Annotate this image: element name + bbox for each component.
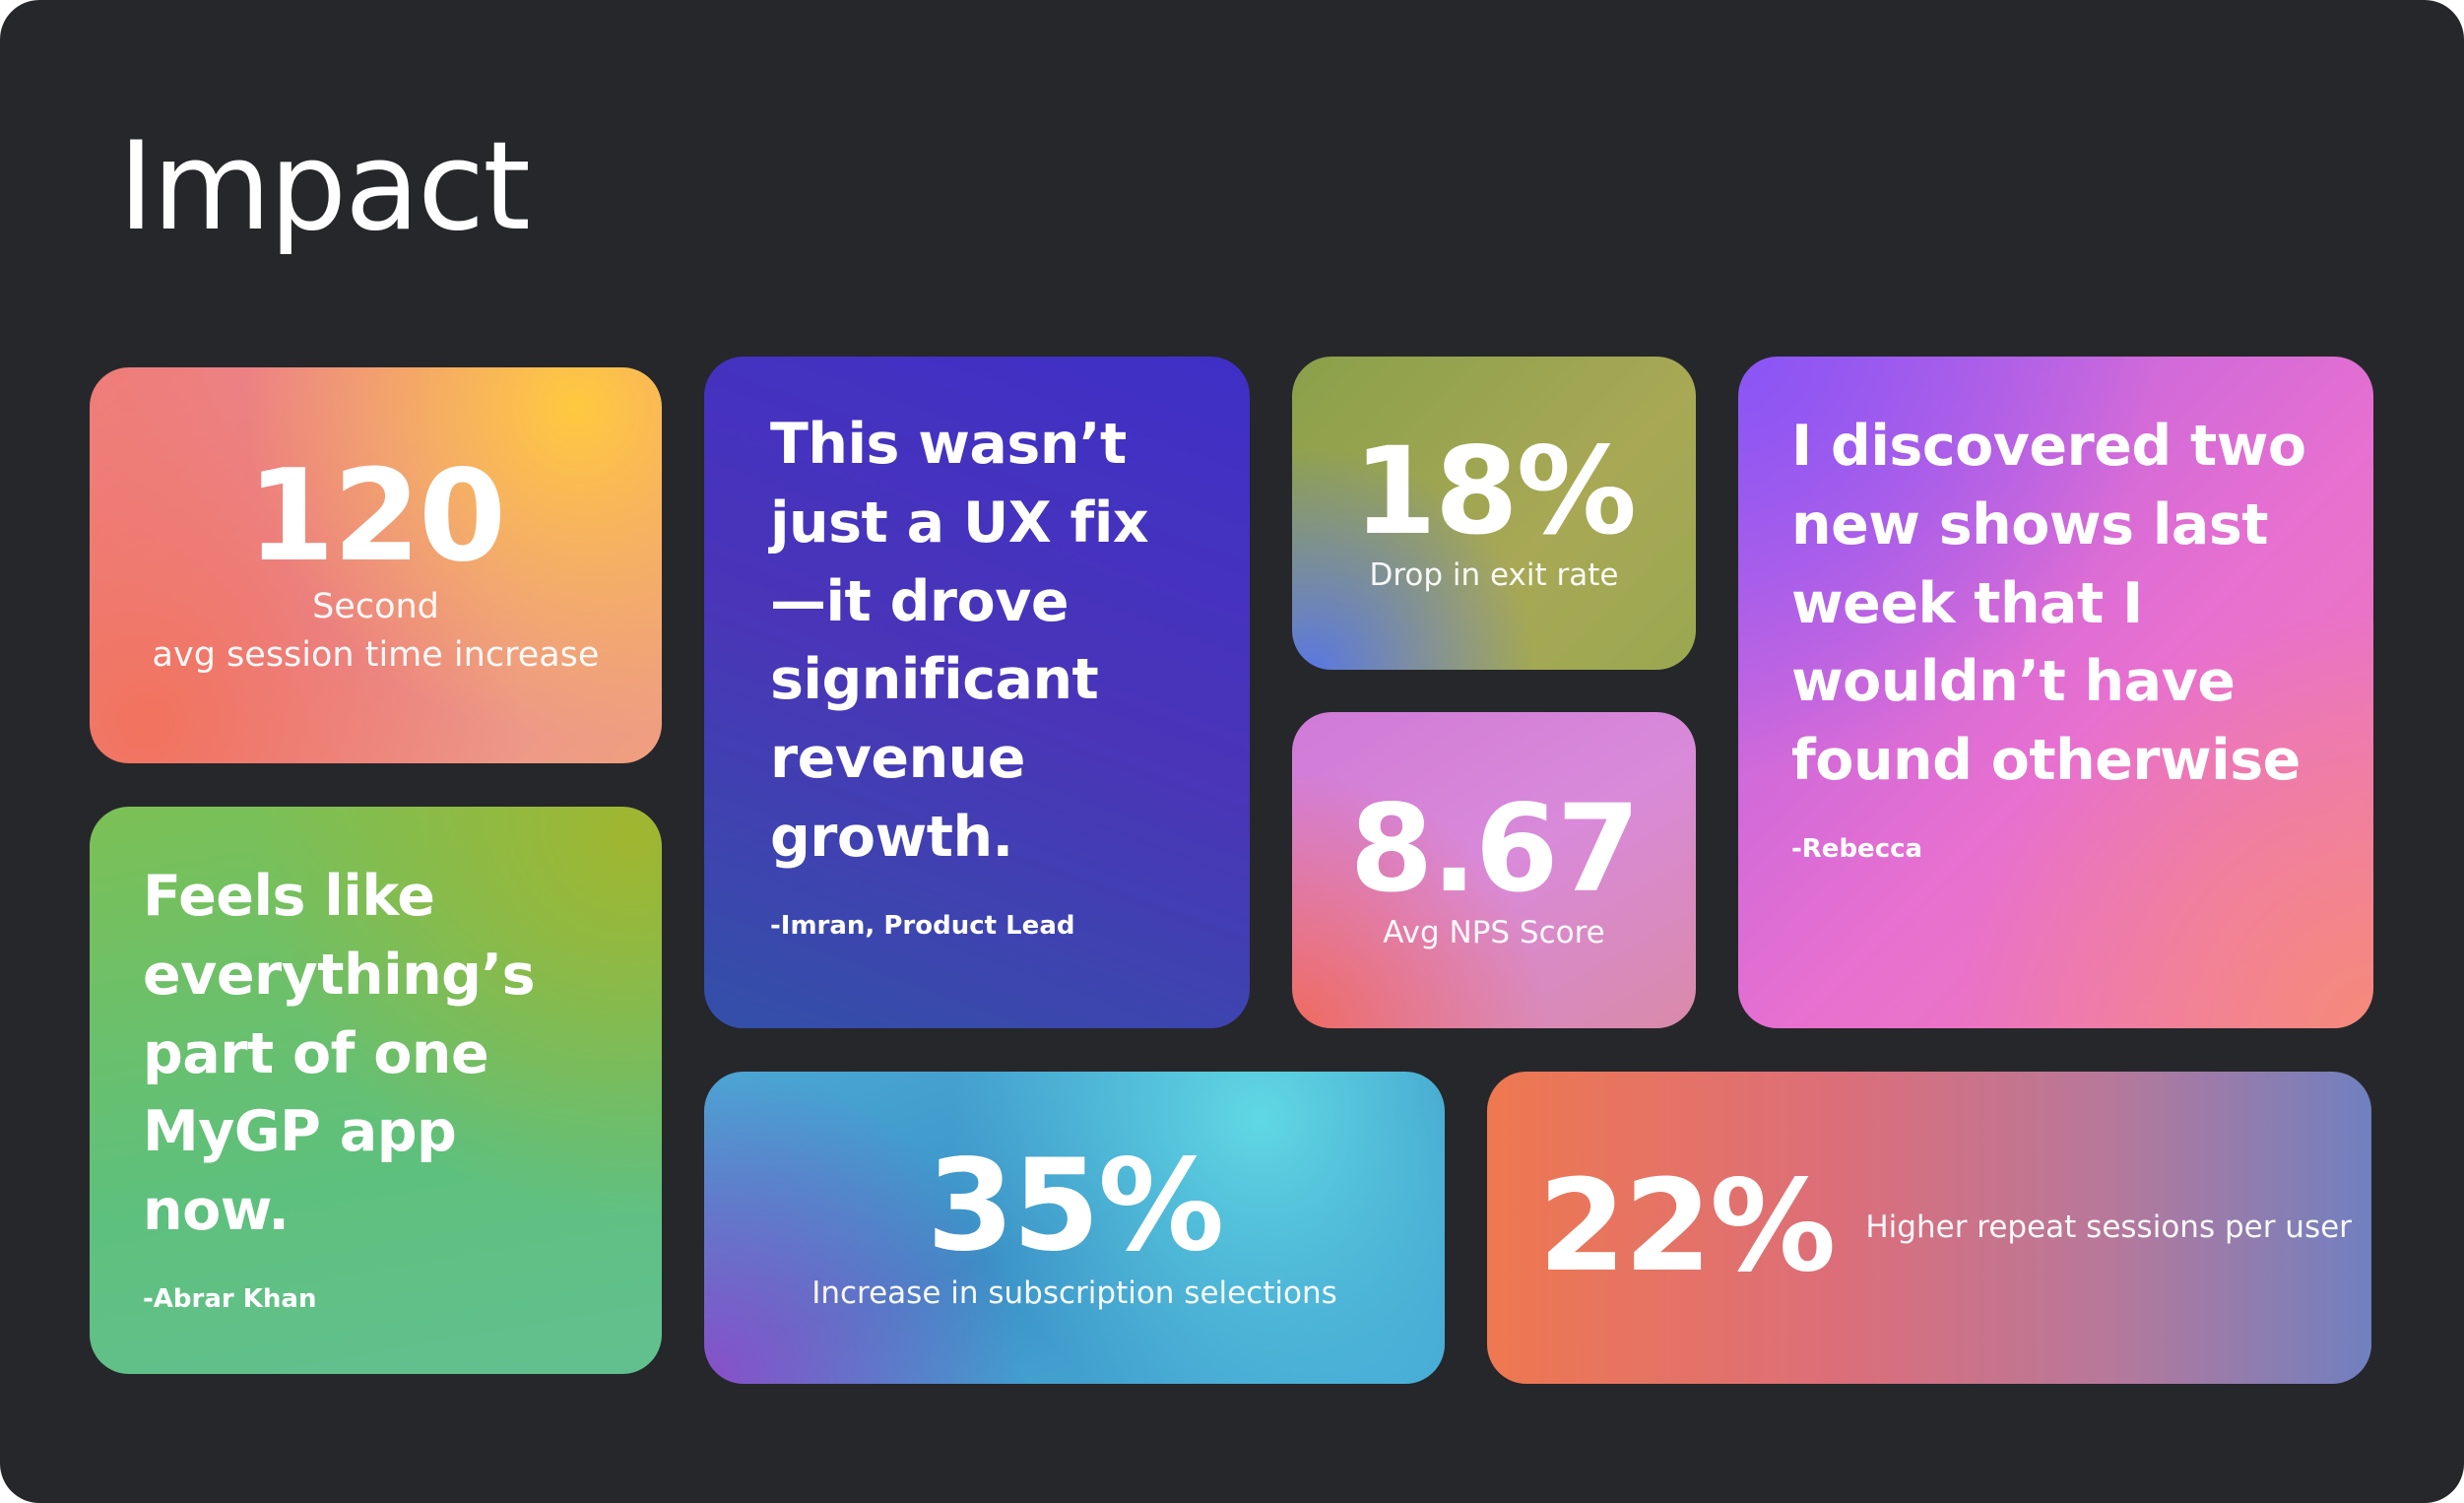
quote-card: This wasn’t just a UX fix —it drove sign…: [704, 357, 1250, 1028]
stat-card: 35% Increase in subscription selections: [704, 1072, 1445, 1384]
stat-card: 120 Second avg session time increase: [90, 367, 662, 763]
quote-card: Feels like everything’s part of one MyGP…: [90, 807, 662, 1374]
stat-label: Avg NPS Score: [1383, 914, 1605, 950]
stat-value: 120: [246, 442, 506, 590]
stat-value: 35%: [926, 1132, 1224, 1279]
stat-label: Increase in subscription selections: [811, 1275, 1337, 1311]
page-title: Impact: [118, 116, 531, 258]
stat-value: 8.67: [1349, 778, 1640, 919]
stat-label: Drop in exit rate: [1369, 557, 1619, 594]
stat-card: 22% Higher repeat sessions per user: [1487, 1072, 2371, 1384]
quote-text: This wasn’t just a UX fix —it drove sign…: [770, 412, 1149, 870]
quote-author: -Imran, Product Lead: [770, 910, 1075, 941]
quote-author: -Rebecca: [1791, 833, 1923, 864]
stat-value: 22%: [1538, 1153, 1836, 1301]
stat-value: 18%: [1352, 422, 1637, 562]
quote-author: -Abrar Khan: [143, 1283, 317, 1314]
stat-label: Higher repeat sessions per user: [1865, 1209, 2352, 1245]
stat-card: 8.67 Avg NPS Score: [1292, 712, 1696, 1028]
stat-label: Second avg session time increase: [152, 587, 600, 676]
quote-card: I discovered two new shows last week tha…: [1738, 357, 2373, 1028]
quote-text: Feels like everything’s part of one MyGP…: [143, 864, 536, 1244]
quote-text: I discovered two new shows last week tha…: [1791, 414, 2306, 794]
stat-card: 18% Drop in exit rate: [1292, 357, 1696, 670]
